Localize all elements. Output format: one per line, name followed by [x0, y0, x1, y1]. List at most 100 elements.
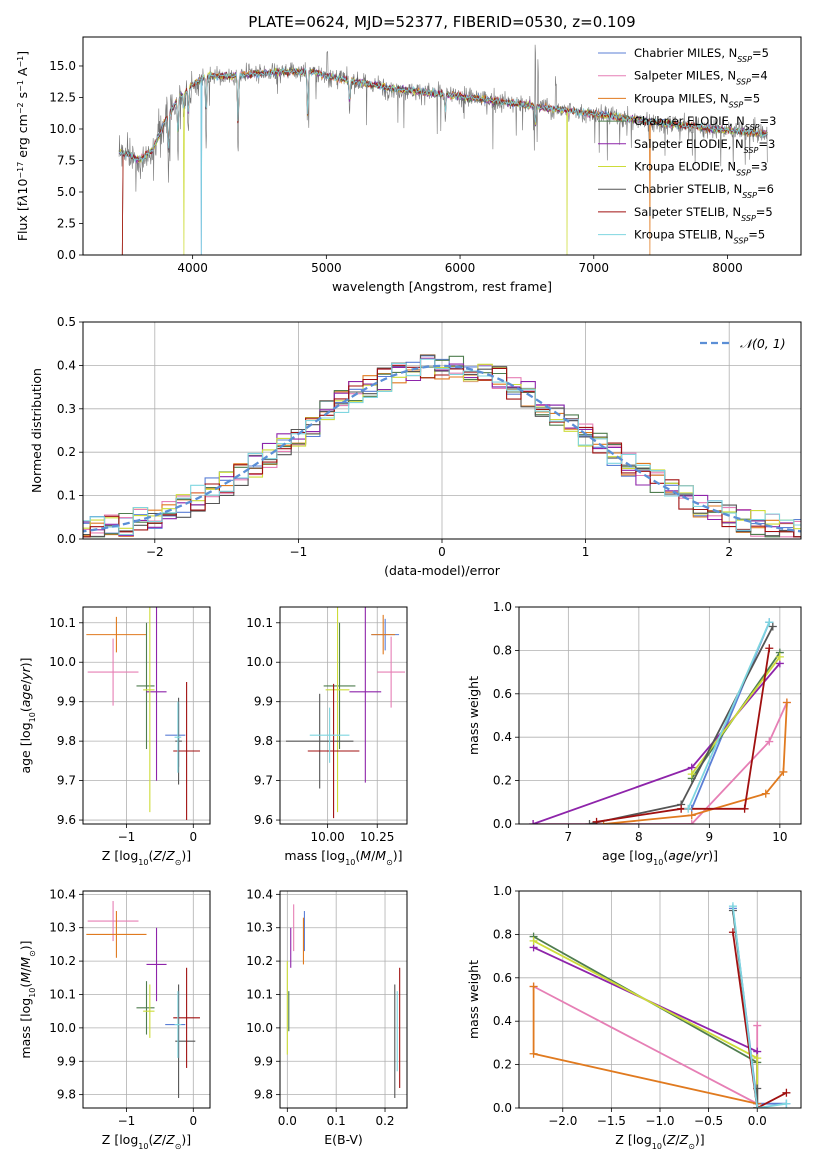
y-tick-label: 5.0	[57, 185, 76, 199]
plot-area	[86, 607, 200, 821]
plot-area	[118, 44, 768, 255]
x-tick-label: 0.1	[327, 1114, 346, 1128]
x-axis-label: Z [log10(Z/Z⊙)]	[102, 848, 191, 867]
weight-line	[732, 932, 787, 1108]
y-tick-label: 10.3	[246, 921, 273, 935]
weight-marker	[782, 1088, 791, 1097]
y-tick-label: 7.5	[57, 153, 76, 167]
y-tick-label: 9.9	[254, 1054, 273, 1068]
axes-weight_vs_Z: −2.0 −1.5 −1.0 −0.5 0.0 0.0 0.2 0.4 0.6 0.8 1.0 Z […	[466, 884, 802, 1151]
x-tick-label: −1	[118, 830, 136, 844]
y-tick-label: 10.0	[49, 1021, 76, 1035]
legend-entry: Chabrier MILES, NSSP=5	[634, 46, 769, 64]
y-tick-label: 0.4	[57, 358, 76, 372]
residual-legend: 𝒩(0, 1)	[700, 336, 786, 351]
legend-entry: Chabrier STELIB, NSSP=6	[634, 182, 774, 200]
legend-entry: 𝒩(0, 1)	[740, 336, 786, 351]
y-axis-label: mass weight	[466, 676, 481, 755]
y-tick-label: 0.2	[57, 445, 76, 459]
plot-area	[529, 618, 791, 824]
legend-entry: Salpeter MILES, NSSP=4	[634, 69, 768, 87]
x-tick-label: 6000	[445, 261, 476, 275]
x-axis-label: mass [log10(M/M⊙)]	[284, 848, 402, 867]
weight-marker	[687, 770, 696, 779]
y-tick-label: 9.9	[57, 1054, 76, 1068]
x-tick-label: 7000	[578, 261, 609, 275]
x-tick-label: 7	[565, 830, 573, 844]
x-axis-label: age [log10(age/yr)]	[602, 848, 718, 867]
weight-marker	[529, 820, 538, 824]
y-axis-label: mass [log10(M/M⊙)]	[18, 940, 37, 1058]
weight-marker	[585, 820, 594, 824]
x-tick-label: −2.0	[548, 1114, 577, 1128]
y-tick-label: 10.0	[49, 122, 76, 136]
weight-marker	[687, 811, 696, 820]
weight-line	[732, 908, 787, 1105]
x-axis-label: Z [log10(Z/Z⊙)]	[615, 1132, 704, 1151]
x-tick-label: 4000	[177, 261, 208, 275]
y-tick-label: 1.0	[493, 600, 512, 614]
weight-line	[533, 985, 759, 1106]
x-tick-label: −1	[290, 545, 308, 559]
plot-area	[529, 902, 791, 1108]
weight-marker	[740, 804, 749, 813]
weight-marker	[684, 804, 693, 813]
axes-frame	[518, 606, 802, 825]
x-tick-label: −2	[146, 545, 164, 559]
y-tick-label: 0.2	[493, 774, 512, 788]
y-tick-label: 0.4	[493, 730, 512, 744]
y-tick-label: 1.0	[493, 884, 512, 898]
x-axis-label: E(B-V)	[324, 1132, 363, 1147]
spectrum-legend: Chabrier MILES, NSSP=5 Salpeter MILES, NS…	[598, 46, 776, 245]
axes-weight_vs_age: 7 8 9 10 0.0 0.2 0.4 0.6 0.8 1.0 age [log10(age/yr…	[466, 600, 802, 867]
weight-marker	[782, 1099, 791, 1108]
y-tick-label: 9.9	[57, 695, 76, 709]
plot-area	[285, 607, 406, 819]
x-tick-label: 0	[438, 545, 446, 559]
y-tick-label: 0.1	[57, 489, 76, 503]
legend-entry: Salpeter ELODIE, NSSP=3	[634, 137, 775, 155]
y-tick-label: 0.3	[57, 402, 76, 416]
plot-area	[286, 904, 401, 1098]
weight-marker	[761, 789, 770, 798]
x-tick-label: 0	[189, 1114, 197, 1128]
x-tick-label: 10.00	[310, 830, 344, 844]
x-tick-label: 8	[635, 830, 643, 844]
x-tick-label: 1	[582, 545, 590, 559]
x-tick-label: 10.25	[360, 830, 394, 844]
weight-marker	[728, 902, 737, 911]
axes-age_vs_mass: 10.00 10.25 9.6 9.7 9.8 9.9 10.0 10.1 mass [log1…	[246, 606, 408, 867]
y-axis-label: age [log10(age/yr)]	[18, 657, 37, 773]
y-tick-label: 10.2	[246, 954, 273, 968]
x-tick-label: −1.5	[597, 1114, 626, 1128]
y-axis-label: Normed distribution	[29, 368, 44, 493]
x-tick-label: 0.0	[278, 1114, 297, 1128]
axes-spectrum: 4000 5000 6000 7000 8000 0.0 2.5 5.0 7.5 10.0 12.5…	[15, 36, 802, 294]
legend-entry: Kroupa STELIB, NSSP=5	[634, 228, 765, 246]
axes-frame	[82, 606, 211, 825]
y-tick-label: 10.0	[246, 1021, 273, 1035]
legend-entry: Kroupa MILES, NSSP=5	[634, 91, 760, 109]
spectrum-model-line	[118, 67, 768, 255]
plot-area	[83, 354, 801, 538]
weight-marker	[779, 767, 788, 776]
x-axis-label: Z [log10(Z/Z⊙)]	[102, 1132, 191, 1151]
y-tick-label: 10.0	[49, 655, 76, 669]
x-tick-label: −1.0	[645, 1114, 674, 1128]
axes-frame	[279, 890, 408, 1109]
weight-marker	[765, 644, 774, 653]
axes-frame	[279, 606, 408, 825]
y-tick-label: 0.4	[493, 1014, 512, 1028]
y-tick-label: 9.8	[57, 1088, 76, 1102]
x-axis-label: (data-model)/error	[384, 563, 501, 578]
y-tick-label: 9.6	[57, 813, 76, 827]
y-tick-label: 0.8	[493, 927, 512, 941]
x-tick-label: 8000	[712, 261, 743, 275]
weight-marker	[677, 804, 686, 813]
y-tick-label: 10.2	[49, 954, 76, 968]
weight-line	[732, 906, 787, 1108]
y-tick-label: 0.6	[493, 687, 512, 701]
legend-entry: Kroupa ELODIE, NSSP=3	[634, 160, 768, 178]
weight-line	[687, 621, 771, 810]
